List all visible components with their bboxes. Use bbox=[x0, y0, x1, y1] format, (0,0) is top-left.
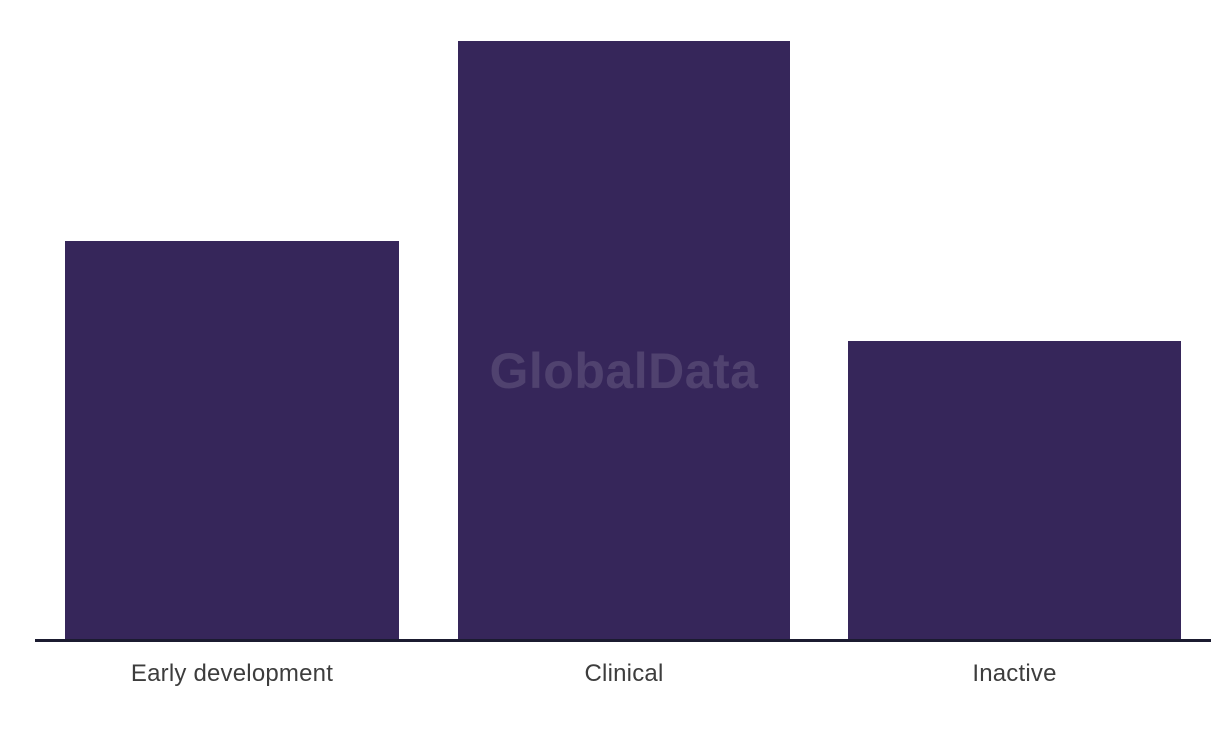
x-axis-line bbox=[35, 639, 1211, 642]
x-axis-label-clinical: Clinical bbox=[584, 660, 664, 687]
bar-early-development bbox=[65, 241, 399, 640]
x-axis-label-inactive: Inactive bbox=[972, 660, 1057, 687]
x-axis-label-early-development: Early development bbox=[130, 660, 334, 687]
bar-clinical bbox=[458, 41, 790, 640]
bar-inactive bbox=[848, 341, 1181, 640]
